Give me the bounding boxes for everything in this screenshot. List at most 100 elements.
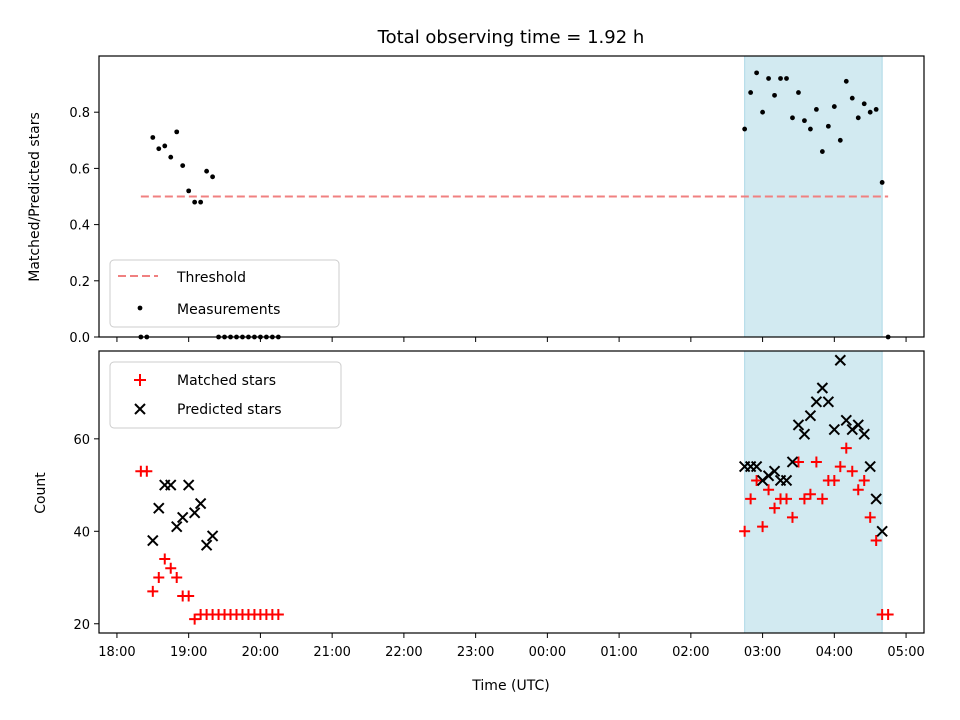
- x-tick-label-22-00: 22:00: [385, 645, 422, 660]
- measurement-point: [174, 129, 180, 135]
- predicted-stars-point: [780, 474, 793, 487]
- y-tick-label: 0.4: [69, 219, 90, 234]
- top-y-axis: 0.0 0.2 0.4 0.6 0.8: [69, 106, 99, 346]
- predicted-stars-point: [864, 460, 876, 473]
- matched-stars-point: [834, 461, 846, 473]
- y-tick-label: 0.8: [69, 106, 90, 121]
- matched-stars-point: [189, 613, 201, 625]
- matched-stars-point: [745, 493, 757, 505]
- measurement-point: [873, 106, 879, 112]
- x-tick-label-05-00: 05:00: [887, 645, 924, 660]
- measurement-point: [162, 143, 168, 149]
- predicted-stars-point: [828, 423, 841, 436]
- predicted-stars-point: [165, 479, 177, 491]
- matched-stars-point: [804, 488, 816, 500]
- predicted-stars-point: [852, 419, 864, 431]
- measurement-point: [204, 168, 210, 174]
- bottom-legend-box: [109, 361, 342, 429]
- measurement-point: [796, 90, 801, 95]
- top-legend-box: [109, 259, 340, 328]
- matched-stars-point: [141, 465, 153, 477]
- y-tick-label: 20: [73, 618, 90, 633]
- matched-stars-point: [798, 493, 810, 505]
- predicted-stars-point: [840, 414, 852, 427]
- predicted-stars-point: [810, 396, 823, 408]
- matched-stars-point: [183, 590, 195, 602]
- bottom-panel: 20 40 60 18:00 19:00 20:00 21:00 22:00 23:00 00:…: [33, 350, 925, 694]
- matched-stars-point: [858, 474, 870, 486]
- matched-stars-point: [816, 493, 828, 505]
- measurement-point: [790, 115, 795, 121]
- predicted-stars-point: [822, 396, 835, 408]
- legend-matched-label: Matched stars: [177, 373, 276, 389]
- measurement-point: [837, 137, 843, 143]
- predicted-stars-point: [200, 539, 213, 551]
- top-legend: Threshold Measurements: [109, 259, 340, 328]
- y-tick-label: 0.2: [69, 275, 90, 290]
- measurement-point: [784, 76, 789, 81]
- matched-stars-point: [792, 456, 804, 468]
- measurement-point: [760, 109, 765, 115]
- bottom-plot-frame: [98, 350, 925, 634]
- measurement-point: [156, 146, 162, 152]
- matched-stars-point: [159, 553, 171, 565]
- measurement-point: [819, 149, 825, 154]
- predicted-stars-point: [206, 530, 219, 542]
- predicted-stars-point: [171, 520, 183, 533]
- matched-stars-point: [751, 474, 763, 486]
- predicted-stars-point: [870, 493, 882, 505]
- predicted-stars-point: [188, 507, 201, 519]
- matched-stars-point: [840, 442, 852, 454]
- top-plot-frame: [98, 55, 925, 338]
- bottom-y-axis: 20 40 60: [73, 433, 99, 633]
- y-tick-label: 60: [73, 433, 90, 448]
- measurement-point: [843, 78, 849, 84]
- x-tick-label-18-00: 18:00: [98, 645, 135, 660]
- predicted-stars-point: [858, 428, 870, 440]
- matched-stars-point: [769, 502, 781, 514]
- predicted-stars-point: [834, 354, 847, 366]
- matched-stars-point: [165, 562, 177, 574]
- measurement-point: [861, 101, 867, 107]
- measurement-point: [778, 76, 783, 81]
- bottom-observing-window: [744, 350, 883, 634]
- matched-stars-point: [846, 465, 858, 477]
- x-tick-label-01-00: 01:00: [600, 645, 637, 660]
- measurement-point: [754, 70, 760, 76]
- y-tick-label: 0.6: [69, 162, 90, 177]
- predicted-stars-point: [786, 456, 799, 468]
- matched-stars-point: [153, 572, 165, 584]
- measurement-point: [150, 135, 156, 140]
- matched-stars-point: [763, 484, 775, 496]
- measurement-point: [180, 163, 186, 168]
- top-x-ticks: [116, 337, 907, 342]
- matched-stars-point: [864, 511, 876, 523]
- predicted-stars-point: [147, 534, 159, 547]
- bottom-y-axis-label: Count: [33, 472, 49, 514]
- measurement-point: [742, 126, 748, 132]
- legend-predicted-marker: [134, 403, 146, 415]
- measurement-point: [198, 199, 204, 205]
- predicted-stars-point: [804, 410, 817, 422]
- measurement-point: [210, 174, 215, 180]
- measurement-point: [849, 95, 855, 101]
- predicted-stars-point: [876, 525, 888, 538]
- predicted-stars-point: [153, 502, 165, 514]
- x-tick-label-21-00: 21:00: [313, 645, 350, 660]
- matched-stars-point: [870, 535, 882, 547]
- chart-title: Total observing time = 1.92 h: [377, 27, 645, 48]
- observing-window-band: [744, 350, 883, 634]
- predicted-stars-point: [768, 465, 781, 477]
- bottom-series: [135, 354, 894, 625]
- x-tick-label-00-00: 00:00: [529, 645, 566, 660]
- matched-stars-point: [757, 521, 769, 533]
- top-series: [138, 70, 891, 340]
- x-tick-label-19-00: 19:00: [170, 645, 207, 660]
- measurement-point: [748, 90, 754, 95]
- measurement-point: [855, 115, 861, 121]
- predicted-stars-point: [816, 382, 829, 394]
- predicted-stars-point: [182, 479, 195, 491]
- predicted-stars-point: [798, 428, 811, 440]
- x-tick-label-03-00: 03:00: [744, 645, 781, 660]
